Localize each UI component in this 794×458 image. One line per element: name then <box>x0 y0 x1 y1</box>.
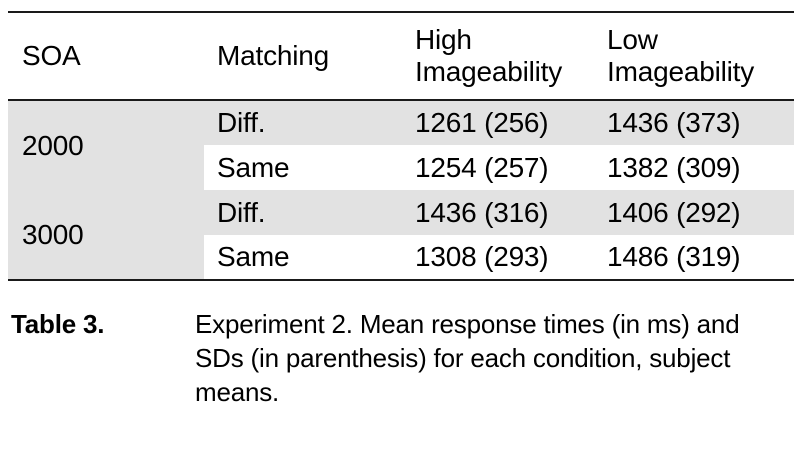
cell-low-imageability: 1382 (309) <box>607 151 741 183</box>
col-header-soa: SOA <box>22 40 81 72</box>
caption-label: Table 3. <box>11 309 105 339</box>
table-row-3000-diff: 3000 Diff. 1436 (316) 1406 (292) <box>8 190 794 280</box>
table-body: 2000 Diff. 1261 (256) 1436 (373) Same 12… <box>8 100 794 280</box>
cell-low-imageability: 1486 (319) <box>607 241 741 272</box>
cell-matching: Same <box>217 241 290 272</box>
col-header-matching: Matching <box>217 40 330 72</box>
caption-line-1: Experiment 2. Mean response times (in ms… <box>195 309 740 339</box>
table-row-2000-diff: 2000 Diff. 1261 (256) 1436 (373) <box>8 100 794 190</box>
cell-high-imageability: 1308 (293) <box>415 241 549 272</box>
caption-line-3: means. <box>195 377 280 407</box>
table-head: SOA Matching High Imageability Low Image… <box>8 12 794 100</box>
cell-matching: Diff. <box>204 190 402 235</box>
col-header-low-imageability: Low Imageability <box>607 24 755 87</box>
caption-text: Experiment 2. Mean response times (in ms… <box>195 307 740 409</box>
results-table: SOA Matching High Imageability Low Image… <box>8 11 794 281</box>
table-row-3000-same: Same 1308 (293) 1486 (319) <box>8 235 794 280</box>
caption-line-2: SDs (in parenthesis) for each condition,… <box>195 343 731 373</box>
cell-matching: Same <box>217 151 290 183</box>
cell-high-imageability: 1261 (256) <box>402 100 594 145</box>
cell-matching: Diff. <box>204 100 402 145</box>
cell-low-imageability: 1406 (292) <box>594 190 794 235</box>
table-row-2000-same: Same 1254 (257) 1382 (309) <box>8 145 794 190</box>
soa-group-2000: 2000 <box>8 100 204 190</box>
soa-group-3000: 3000 <box>8 190 204 280</box>
table-caption: Table 3. Experiment 2. Mean response tim… <box>11 307 794 409</box>
cell-high-imageability: 1254 (257) <box>415 151 549 183</box>
cell-high-imageability: 1436 (316) <box>402 190 594 235</box>
cell-low-imageability: 1436 (373) <box>594 100 794 145</box>
table-header-row: SOA Matching High Imageability Low Image… <box>8 12 794 100</box>
col-header-high-imageability: High Imageability <box>415 24 563 87</box>
